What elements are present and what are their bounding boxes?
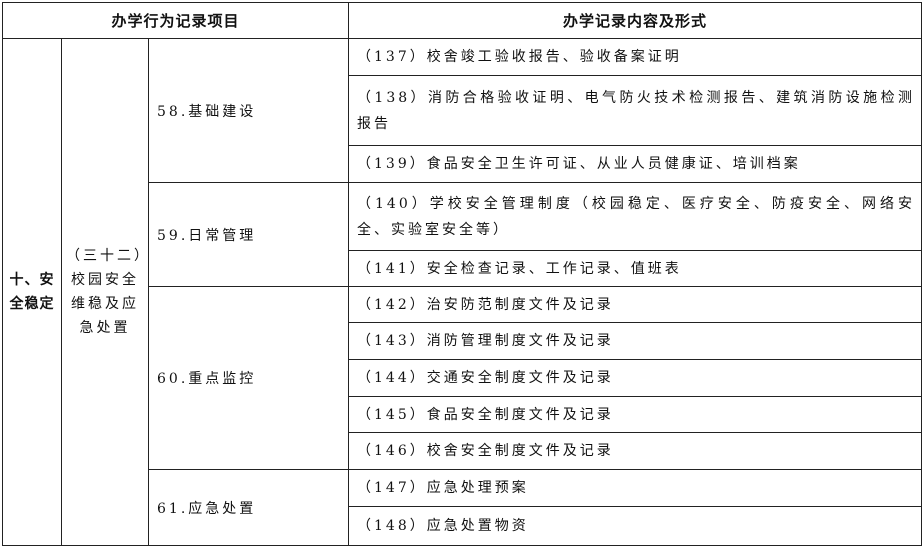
group-title: 60.重点监控 (147, 286, 350, 470)
record-item: （141）安全检查记录、工作记录、值班表 (348, 250, 923, 287)
record-item: （137）校舍竣工验收报告、验收备案证明 (348, 38, 923, 76)
record-item: （142）治安防范制度文件及记录 (348, 286, 923, 323)
record-item: （144）交通安全制度文件及记录 (348, 359, 923, 397)
record-item: （139）食品安全卫生许可证、从业人员健康证、培训档案 (348, 145, 923, 183)
record-item: （138）消防合格验收证明、电气防火技术检测报告、建筑消防设施检测报告 (348, 75, 923, 146)
record-item: （148）应急处置物资 (348, 506, 923, 546)
subcategory-cell: （三十二）校园安全维稳及应急处置 (61, 38, 149, 546)
header-right: 办学记录内容及形式 (348, 2, 923, 39)
record-item: （143）消防管理制度文件及记录 (348, 322, 923, 360)
header-left: 办学行为记录项目 (1, 2, 350, 39)
group-title: 58.基础建设 (147, 38, 350, 183)
group-title: 61.应急处置 (147, 469, 350, 546)
group-title: 59.日常管理 (147, 182, 350, 287)
record-item: （146）校舍安全制度文件及记录 (348, 432, 923, 470)
category-cell: 十、安全稳定 (2, 38, 62, 546)
record-item: （145）食品安全制度文件及记录 (348, 396, 923, 433)
record-item: （140）学校安全管理制度（校园稳定、医疗安全、防疫安全、网络安全、实验室安全等… (348, 182, 923, 251)
record-item: （147）应急处理预案 (348, 469, 923, 507)
